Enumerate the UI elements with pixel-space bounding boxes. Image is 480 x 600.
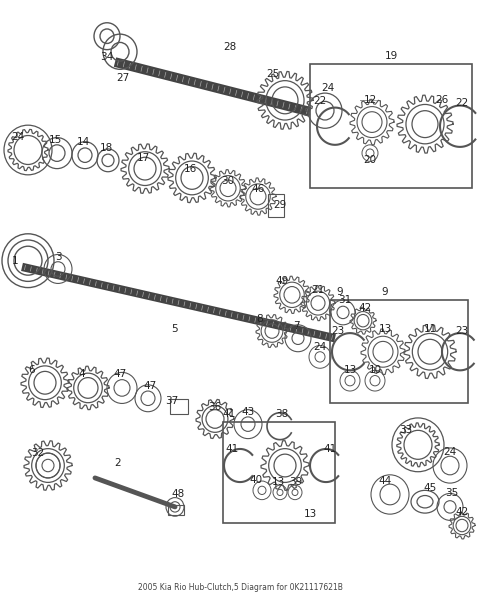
Text: 27: 27 (116, 73, 130, 83)
Text: 47: 47 (144, 381, 156, 391)
Text: 25: 25 (266, 70, 280, 79)
Text: 32: 32 (31, 448, 45, 458)
Text: 44: 44 (378, 476, 392, 486)
Text: 9: 9 (336, 287, 343, 297)
Bar (310, 64, 472, 188)
Text: 14: 14 (76, 137, 90, 147)
Text: 30: 30 (221, 176, 235, 186)
Text: 49: 49 (276, 277, 288, 286)
Text: 2005 Kia Rio Hub-Clutch,5 Diagram for 0K21117621B: 2005 Kia Rio Hub-Clutch,5 Diagram for 0K… (138, 583, 342, 592)
Text: 13: 13 (343, 365, 357, 376)
Text: 5: 5 (172, 324, 178, 334)
Text: 16: 16 (183, 164, 197, 173)
Text: 13: 13 (271, 477, 285, 487)
Bar (168, 505, 184, 515)
Text: 33: 33 (399, 425, 413, 436)
Text: 35: 35 (445, 488, 458, 499)
Text: 42: 42 (359, 303, 372, 313)
Text: 6: 6 (29, 365, 36, 376)
Bar (223, 422, 335, 523)
Bar (170, 400, 188, 414)
Text: 24: 24 (322, 83, 335, 93)
Text: 23: 23 (456, 326, 468, 336)
Text: 10: 10 (369, 365, 382, 376)
Text: 3: 3 (55, 251, 61, 262)
Text: 15: 15 (48, 134, 61, 145)
Text: 31: 31 (338, 295, 352, 305)
Text: 47: 47 (113, 370, 127, 379)
Text: 13: 13 (303, 509, 317, 519)
Text: 28: 28 (223, 41, 237, 52)
Text: 22: 22 (456, 98, 468, 109)
Text: 29: 29 (274, 200, 287, 210)
Text: 34: 34 (100, 52, 114, 62)
Text: 48: 48 (171, 490, 185, 499)
Bar (330, 300, 468, 403)
Text: 24: 24 (313, 341, 326, 352)
Text: 13: 13 (378, 324, 392, 334)
Text: 41: 41 (222, 409, 236, 419)
Text: 24: 24 (12, 131, 24, 142)
Text: 17: 17 (136, 153, 150, 163)
Text: 23: 23 (331, 326, 345, 336)
Text: 4: 4 (79, 370, 85, 379)
Text: 38: 38 (276, 409, 288, 419)
Text: 1: 1 (12, 256, 18, 266)
Text: 18: 18 (99, 143, 113, 153)
Text: 37: 37 (166, 397, 179, 406)
Text: 7: 7 (293, 321, 300, 331)
Text: 45: 45 (423, 483, 437, 493)
Text: 41: 41 (226, 444, 239, 454)
Text: 42: 42 (456, 507, 468, 517)
Text: 11: 11 (423, 324, 437, 334)
Text: 46: 46 (252, 184, 264, 194)
Text: 8: 8 (257, 314, 264, 323)
Text: 41: 41 (324, 444, 336, 454)
Text: 2: 2 (115, 458, 121, 469)
Text: 24: 24 (444, 447, 456, 457)
Text: 12: 12 (363, 95, 377, 106)
Text: 22: 22 (313, 97, 326, 106)
Text: 43: 43 (241, 407, 254, 417)
Text: 36: 36 (208, 401, 222, 412)
Text: 39: 39 (289, 477, 302, 487)
Text: 26: 26 (435, 95, 449, 106)
Text: 9: 9 (382, 287, 388, 297)
Bar (268, 194, 284, 217)
Text: 20: 20 (363, 155, 377, 166)
Text: 40: 40 (250, 475, 263, 485)
Text: 19: 19 (384, 51, 397, 61)
Text: 21: 21 (312, 284, 324, 295)
